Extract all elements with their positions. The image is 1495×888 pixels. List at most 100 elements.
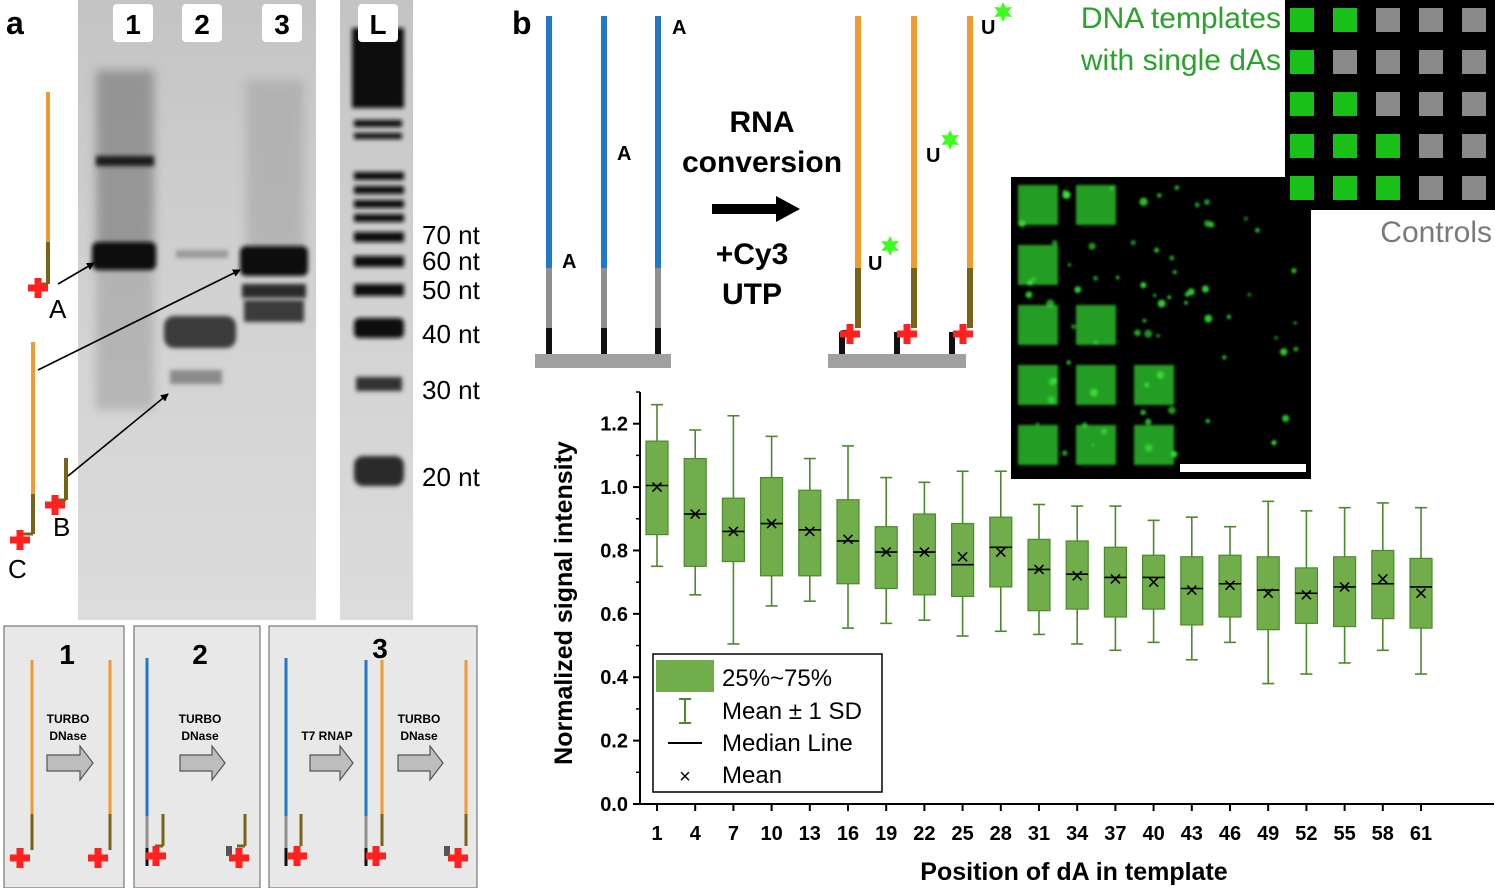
mean-marker bbox=[881, 546, 892, 558]
gel-band bbox=[354, 186, 404, 194]
iqr-box bbox=[798, 489, 822, 577]
fluorescent-dot bbox=[1101, 428, 1108, 435]
mean-marker bbox=[1263, 588, 1274, 599]
lane-label: L bbox=[369, 9, 386, 40]
construct-label: A bbox=[49, 294, 67, 324]
step-arrow bbox=[309, 744, 354, 782]
box-58 bbox=[1371, 502, 1395, 652]
fluorescent-dot bbox=[1050, 377, 1058, 384]
mean-marker bbox=[651, 482, 663, 493]
fluorescent-dot bbox=[1066, 360, 1071, 365]
mean-marker bbox=[957, 551, 968, 562]
fluorescent-dot bbox=[1170, 450, 1178, 458]
fluorescent-dot bbox=[1140, 282, 1147, 289]
fluorescent-dot bbox=[1271, 440, 1277, 446]
control-cell bbox=[1376, 8, 1400, 32]
iqr-box bbox=[1103, 546, 1128, 618]
panel-b-label: b bbox=[512, 5, 532, 41]
y-tick-label: 0.4 bbox=[600, 667, 629, 689]
da-label: A bbox=[617, 143, 631, 165]
control-cell bbox=[1419, 176, 1443, 200]
gel-band bbox=[356, 377, 402, 391]
template-cell bbox=[1290, 176, 1314, 200]
mean-marker bbox=[1110, 573, 1121, 585]
mean-marker bbox=[919, 546, 930, 558]
lane-label: 1 bbox=[125, 9, 141, 40]
ladder-label: 20 nt bbox=[422, 462, 481, 492]
legend-box-swatch bbox=[656, 660, 714, 692]
fluorescent-dot bbox=[1139, 197, 1148, 207]
template-cell bbox=[1290, 92, 1314, 116]
iqr-box bbox=[683, 457, 707, 567]
step-label: TURBO bbox=[179, 712, 222, 726]
box-40 bbox=[1141, 519, 1166, 644]
x-tick-label: 46 bbox=[1219, 823, 1241, 845]
fluorescent-dot bbox=[1203, 220, 1211, 227]
da-label: A bbox=[672, 17, 686, 39]
fluorescent-spot bbox=[1134, 365, 1174, 405]
fluorescent-dot bbox=[1088, 242, 1096, 250]
fluorescent-dot bbox=[1222, 355, 1227, 360]
template-cell bbox=[1290, 134, 1314, 158]
gel-smear bbox=[96, 70, 154, 270]
fluorescent-dot bbox=[1247, 292, 1252, 297]
mean-marker bbox=[1224, 580, 1236, 591]
fluorescent-spot bbox=[1018, 185, 1058, 225]
fluorescent-dot bbox=[1062, 189, 1066, 194]
control-cell bbox=[1462, 134, 1486, 158]
reagent-label: UTP bbox=[722, 278, 782, 311]
box-46 bbox=[1218, 525, 1242, 644]
fluorescent-dot bbox=[1167, 295, 1172, 300]
fluorescent-dot bbox=[1144, 329, 1153, 338]
mean-marker bbox=[1148, 577, 1159, 588]
mean-marker bbox=[842, 534, 854, 545]
box-16 bbox=[836, 445, 860, 629]
construct-label: C bbox=[8, 554, 27, 584]
x-tick-label: 19 bbox=[875, 823, 897, 845]
box-4 bbox=[683, 429, 707, 596]
control-cell bbox=[1462, 176, 1486, 200]
ladder-label: 40 nt bbox=[422, 319, 481, 349]
gel-band bbox=[354, 133, 402, 139]
gel-image: 1 2 3 L bbox=[78, 0, 413, 620]
mean-marker bbox=[1186, 585, 1197, 596]
fluorescent-dot bbox=[1142, 319, 1147, 323]
fluorescent-dot bbox=[1090, 388, 1098, 397]
fluorescent-dot bbox=[1204, 199, 1210, 206]
step-label: TURBO bbox=[47, 712, 90, 726]
iqr-box bbox=[1027, 538, 1051, 612]
u-label: U bbox=[926, 145, 940, 167]
gel-band bbox=[354, 318, 404, 338]
conversion-arrow bbox=[712, 196, 800, 222]
schematic-number: 3 bbox=[372, 633, 388, 664]
box-10 bbox=[759, 435, 784, 607]
mean-marker bbox=[804, 526, 815, 537]
gel-band bbox=[164, 316, 236, 348]
ladder-label: 50 nt bbox=[422, 275, 481, 305]
y-tick-label: 1.2 bbox=[600, 414, 628, 436]
rna-products bbox=[828, 2, 1012, 368]
fluorescent-dot bbox=[1046, 299, 1055, 308]
inset-title: DNA templates bbox=[1081, 2, 1281, 35]
x-tick-label: 37 bbox=[1104, 823, 1126, 845]
fluorescent-dot bbox=[1167, 406, 1176, 415]
step-label: T7 RNAP bbox=[301, 729, 352, 743]
box-28 bbox=[989, 470, 1013, 633]
x-tick-label: 58 bbox=[1372, 823, 1394, 845]
gel-band bbox=[354, 214, 404, 222]
fluorescent-dot bbox=[1274, 336, 1278, 340]
conversion-label: RNA bbox=[730, 106, 795, 139]
mean-marker bbox=[1301, 589, 1312, 600]
step-label: TURBO bbox=[398, 712, 441, 726]
panel-a-label: a bbox=[6, 5, 24, 41]
gel-band bbox=[92, 242, 156, 270]
ladder-label: 30 nt bbox=[422, 375, 481, 405]
y-tick-label: 0.2 bbox=[600, 731, 628, 753]
box-plot: 0.0 0.2 0.4 0.6 0.8 1.0 1.2 1 4 7 10 13 16 19 22 25 28 31… bbox=[550, 391, 1494, 886]
fluorescent-dot bbox=[1025, 291, 1033, 299]
fluorescent-dot bbox=[1282, 414, 1290, 423]
cy3-dye bbox=[881, 236, 899, 256]
template-grid-inset bbox=[1285, 0, 1495, 210]
fluorescent-dot bbox=[1293, 321, 1297, 325]
